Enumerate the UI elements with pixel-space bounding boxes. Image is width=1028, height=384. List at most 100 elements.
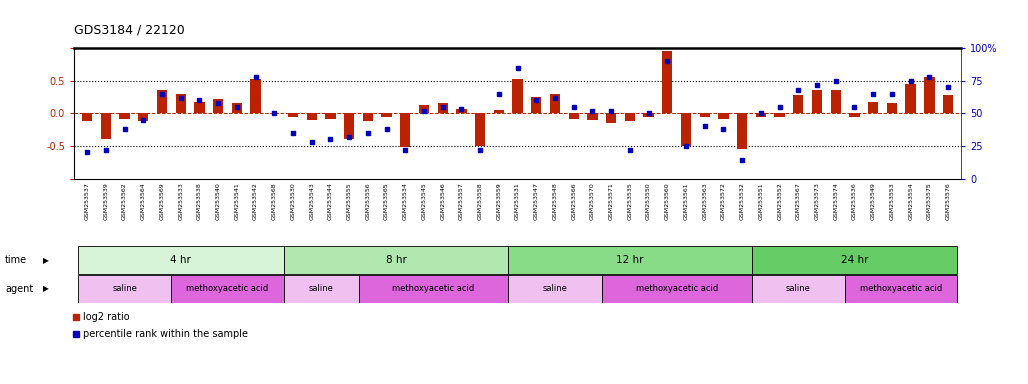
Text: GSM253560: GSM253560 [665,182,670,220]
Text: GSM253545: GSM253545 [421,182,427,220]
Point [228,104,245,110]
Text: GSM253536: GSM253536 [852,182,857,220]
Text: methoxyacetic acid: methoxyacetic acid [860,285,943,293]
Text: 24 hr: 24 hr [841,255,869,265]
Text: GSM253559: GSM253559 [497,182,502,220]
Bar [831,91,841,113]
Bar [681,113,691,146]
Point [472,147,488,153]
Text: methoxyacetic acid: methoxyacetic acid [186,285,268,293]
Text: GSM253564: GSM253564 [141,182,146,220]
Text: GSM253557: GSM253557 [458,182,464,220]
Text: GSM253534: GSM253534 [403,182,408,220]
Text: ▶: ▶ [43,256,49,265]
Text: GSM253537: GSM253537 [84,182,89,220]
Point [248,74,264,80]
Point [603,108,620,114]
Text: GSM253550: GSM253550 [647,182,651,220]
Text: GSM253553: GSM253553 [889,182,894,220]
Bar [751,275,845,303]
Bar [751,247,957,274]
Point [697,123,713,129]
Text: GSM253567: GSM253567 [796,182,801,220]
Point [659,58,675,64]
Text: GSM253540: GSM253540 [216,182,221,220]
Text: methoxyacetic acid: methoxyacetic acid [635,285,718,293]
Text: GSM253572: GSM253572 [721,182,726,220]
Point [341,134,358,140]
Point [640,110,657,116]
Text: GSM253541: GSM253541 [234,182,240,220]
Bar [662,51,672,113]
Bar [924,78,934,113]
Text: GSM253538: GSM253538 [197,182,201,220]
Bar [82,113,93,121]
Bar [418,106,429,113]
Bar [138,113,148,121]
Bar [284,275,359,303]
Point [79,149,96,156]
Bar [363,113,373,121]
Point [415,108,432,114]
Text: GSM253571: GSM253571 [609,182,614,220]
Text: time: time [5,255,28,265]
Bar [456,109,467,113]
Text: GSM253543: GSM253543 [309,182,315,220]
Text: GSM253556: GSM253556 [365,182,370,220]
Text: GSM253575: GSM253575 [927,182,931,220]
Bar [849,113,859,117]
Bar [550,94,560,113]
Bar [325,113,335,119]
Point [846,104,862,110]
Point [509,65,525,71]
Text: 8 hr: 8 hr [386,255,406,265]
Text: log2 ratio: log2 ratio [83,312,130,322]
Text: GSM253546: GSM253546 [440,182,445,220]
Point [584,108,600,114]
Point [98,147,114,153]
Text: GSM253531: GSM253531 [515,182,520,220]
Bar [251,79,261,113]
Bar [231,104,242,113]
Point [565,104,582,110]
Bar [812,91,822,113]
Point [191,97,208,103]
Bar [607,113,617,123]
Point [884,91,901,97]
Text: ▶: ▶ [43,285,49,293]
Text: 4 hr: 4 hr [171,255,191,265]
Text: saline: saline [308,285,333,293]
Text: GSM253535: GSM253535 [627,182,632,220]
Bar [794,95,804,113]
Text: GSM253566: GSM253566 [572,182,577,220]
Text: GSM253530: GSM253530 [291,182,295,220]
Bar [845,275,957,303]
Text: GSM253573: GSM253573 [814,182,819,220]
Bar [78,247,284,274]
Bar [774,113,784,117]
Bar [359,275,508,303]
Bar [756,113,766,117]
Point [547,94,563,101]
Text: saline: saline [112,285,137,293]
Text: GSM253562: GSM253562 [122,182,127,220]
Bar [344,113,355,139]
Point [285,130,301,136]
Bar [943,95,953,113]
Text: GSM253554: GSM253554 [908,182,913,220]
Bar [400,113,410,147]
Point [528,97,545,103]
Text: GSM253555: GSM253555 [346,182,352,220]
Point [173,94,189,101]
Text: GSM253568: GSM253568 [271,182,277,220]
Point [154,91,171,97]
Point [828,78,844,84]
Text: GSM253570: GSM253570 [590,182,595,220]
Point [116,126,133,132]
Bar [625,113,635,121]
Text: GSM253544: GSM253544 [328,182,333,220]
Point [903,78,919,84]
Bar [381,113,392,117]
Bar [508,275,601,303]
Point [677,143,694,149]
